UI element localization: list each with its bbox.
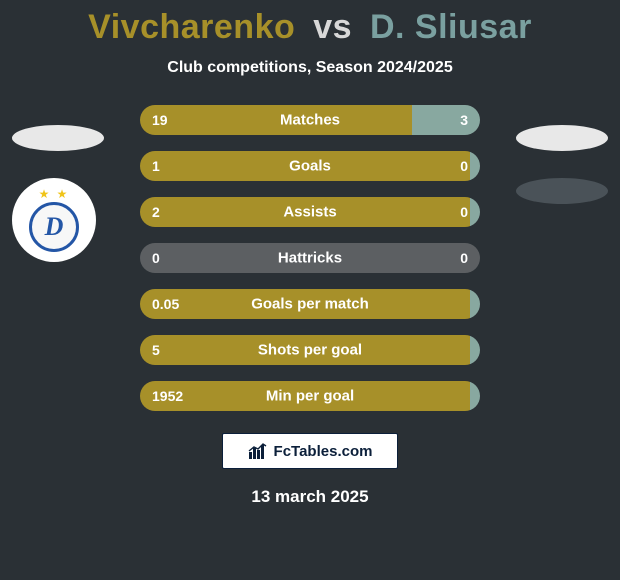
stat-bar-right (470, 151, 480, 181)
stat-bar-left (140, 289, 470, 319)
stat-row: Shots per goal5 (140, 335, 480, 365)
stat-bar-left (140, 381, 470, 411)
player2-club-icon (516, 178, 608, 204)
stat-row: Matches193 (140, 105, 480, 135)
stat-bar-right (412, 105, 480, 135)
club-stars-icon: ★ ★ (39, 188, 70, 200)
stats-rows: Matches193 Goals10 Assists20 Hattricks00 Goa… (0, 105, 620, 411)
title-vs: vs (313, 8, 352, 46)
stat-row: Assists20 (140, 197, 480, 227)
fctables-badge: FcTables.com (222, 433, 398, 469)
fctables-label: FcTables.com (274, 443, 373, 460)
stat-bar-right (470, 381, 480, 411)
stat-bar-right (470, 289, 480, 319)
title: Vivcharenko vs D. Sliusar (0, 0, 620, 47)
stat-row: Goals per match0.05 (140, 289, 480, 319)
subtitle: Club competitions, Season 2024/2025 (0, 59, 620, 77)
stat-row: Goals10 (140, 151, 480, 181)
stat-row: Min per goal1952 (140, 381, 480, 411)
stat-bar-left (140, 335, 470, 365)
bars-icon (248, 442, 268, 460)
stat-bar-left (140, 105, 412, 135)
stat-bar-right (470, 197, 480, 227)
stat-bar-left (140, 151, 470, 181)
title-player1: Vivcharenko (88, 8, 295, 46)
title-player2: D. Sliusar (370, 8, 532, 46)
stat-row: Hattricks00 (140, 243, 480, 273)
date: 13 march 2025 (0, 487, 620, 507)
club-letter: D (45, 214, 64, 240)
club-badge-circle: D (29, 202, 79, 252)
stat-bar-left (140, 243, 480, 273)
player2-flag-icon (516, 125, 608, 151)
stat-bar-right (470, 335, 480, 365)
stat-bar-left (140, 197, 470, 227)
player1-club-icon: ★ ★ D (12, 178, 96, 262)
player1-flag-icon (12, 125, 104, 151)
